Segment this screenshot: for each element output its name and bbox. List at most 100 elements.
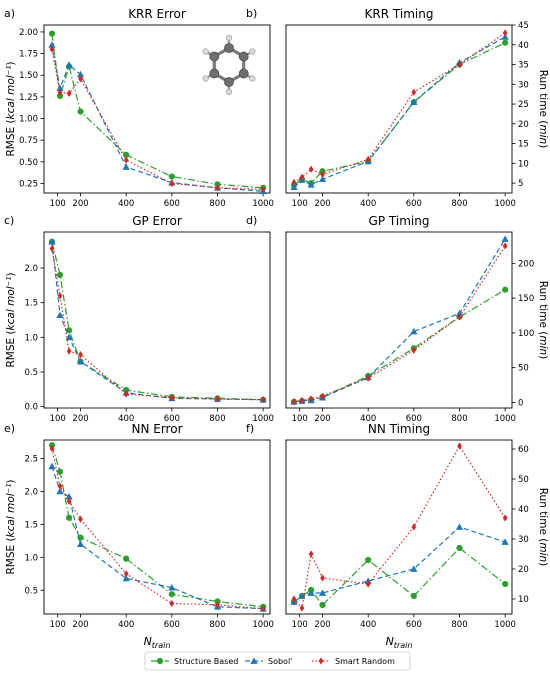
x-tick-label: 800	[209, 620, 225, 630]
panel-label: e)	[4, 422, 15, 435]
x-tick-label: 1000	[494, 620, 516, 630]
x-tick-label: 1000	[252, 199, 274, 209]
data-point	[411, 523, 417, 531]
legend-item-smart-random: Smart Random	[312, 657, 395, 666]
y-tick-label: 0.75	[19, 136, 38, 146]
panel-e: e) NN Error 100 200 400 600 800 1000 0.5 1.0 1.5 2.…	[4, 422, 274, 650]
x-tick-label: 800	[209, 414, 225, 424]
data-point	[48, 462, 56, 470]
plot-frame	[285, 24, 513, 194]
plot-frame	[285, 439, 513, 615]
series-line	[51, 248, 264, 401]
y-tick-label: 1.5	[24, 299, 38, 309]
series-smart-random	[291, 29, 508, 186]
x-tick-label: 600	[406, 620, 422, 630]
data-point	[457, 313, 462, 321]
y-tick-label: 100	[518, 329, 534, 339]
data-point	[307, 589, 315, 596]
data-point	[169, 599, 175, 608]
data-point	[76, 357, 85, 365]
x-tick-label: 800	[451, 199, 467, 209]
y-tick-label: 1.25	[19, 93, 38, 103]
x-tick-label: 200	[314, 414, 330, 424]
y-tick-label: 1.50	[19, 71, 38, 81]
series-line	[293, 32, 506, 183]
data-point	[502, 514, 508, 522]
y-axis-unit: kcal mol⁻¹	[5, 277, 17, 331]
y-axis-label: RMSE (kcal mol⁻¹)	[5, 272, 17, 367]
x-tick-label: 800	[451, 620, 467, 630]
data-point	[66, 327, 73, 334]
y-tick-label: 1.75	[19, 50, 38, 60]
data-point	[299, 173, 305, 181]
x-tick-label: 400	[360, 414, 376, 424]
y-tick-label: 0.5	[24, 368, 38, 378]
legend-label: Sobol'	[268, 657, 292, 666]
y-tick-label: 15	[518, 140, 529, 150]
data-point	[308, 395, 314, 403]
legend-marker	[156, 657, 164, 665]
data-point	[123, 156, 129, 164]
data-point	[168, 173, 175, 180]
series-line	[51, 445, 264, 608]
data-point	[168, 591, 175, 598]
data-point	[455, 309, 464, 317]
legend-box	[144, 651, 411, 671]
data-point	[56, 487, 64, 495]
data-point	[48, 41, 56, 48]
y-axis-label: RMSE (kcal mol⁻¹)	[5, 479, 17, 574]
panel-title: NN Error	[131, 422, 182, 436]
x-tick-label: 100	[50, 620, 66, 630]
y-tick-label: 30	[518, 80, 529, 90]
data-point	[122, 163, 130, 170]
data-point	[66, 347, 72, 355]
x-tick-label: 100	[50, 199, 66, 209]
data-point	[49, 444, 55, 453]
data-point	[410, 592, 417, 600]
y-tick-label: 45	[518, 21, 529, 31]
data-point	[501, 538, 509, 545]
data-point	[299, 604, 305, 612]
data-point	[318, 175, 327, 183]
x-tick-label: 100	[292, 620, 308, 630]
data-point	[77, 108, 84, 115]
x-axis-label-sub: train	[152, 641, 171, 650]
hydrogen-atom	[202, 48, 209, 55]
carbon-atom	[224, 77, 234, 87]
y-tick-label: 2.5	[24, 454, 38, 464]
data-point	[122, 574, 130, 582]
data-point	[65, 61, 73, 68]
data-point	[502, 29, 508, 37]
x-tick-label: 200	[72, 414, 88, 424]
x-tick-label: 200	[314, 199, 330, 209]
panel-title: NN Timing	[368, 422, 430, 436]
data-point	[56, 271, 64, 279]
series-line	[293, 444, 506, 610]
carbon-atom	[238, 68, 249, 79]
plot-frame	[285, 231, 513, 409]
panel-title: GP Timing	[369, 214, 430, 228]
y-tick-label: 150	[518, 294, 534, 304]
x-tick-label: 1000	[494, 199, 516, 209]
hydrogen-atom	[202, 75, 209, 82]
x-tick-label: 100	[50, 414, 66, 424]
data-point	[48, 238, 56, 245]
panel-label: c)	[4, 214, 14, 227]
carbon-atom	[209, 68, 220, 79]
panel-label: b)	[246, 7, 257, 20]
y-tick-label: 40	[518, 505, 529, 515]
data-point	[308, 165, 314, 173]
data-point	[260, 185, 266, 194]
data-point	[365, 556, 372, 564]
y-tick-label: 35	[518, 61, 529, 71]
carbon-atom	[209, 51, 220, 62]
data-point	[168, 584, 176, 591]
data-point	[457, 442, 462, 450]
y-axis-unit: min	[537, 542, 549, 562]
data-point	[318, 589, 327, 596]
panel-label: d)	[246, 214, 257, 227]
data-point	[57, 88, 63, 97]
data-point	[307, 181, 315, 188]
x-tick-label: 1000	[494, 414, 516, 424]
